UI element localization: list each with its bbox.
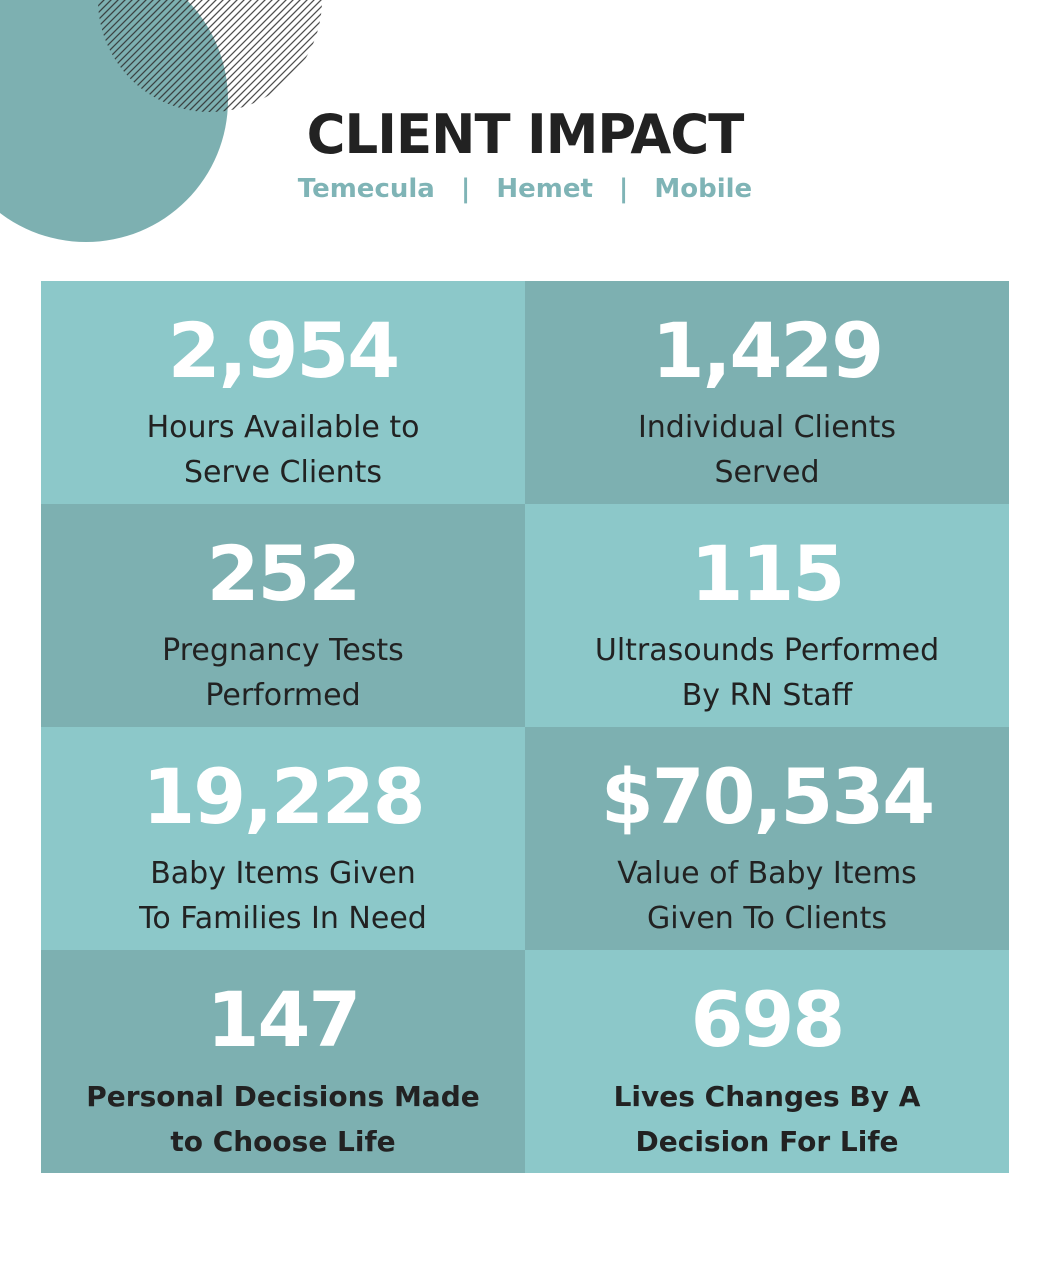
stat-label: Value of Baby Items Given To Clients [617,851,917,941]
location-list: Temecula | Hemet | Mobile [0,176,1050,202]
stat-tile-pregnancy-tests: 252 Pregnancy Tests Performed [41,504,525,727]
stat-label-line: Decision For Life [635,1125,899,1158]
stat-label-line: Pregnancy Tests [162,633,404,668]
location-hemet: Hemet [496,174,593,204]
stat-label-line: Baby Items Given [150,856,416,891]
stat-value: 2,954 [167,306,400,395]
stat-value: 19,228 [142,752,425,841]
stat-label-line: Performed [205,678,361,713]
stat-value: 115 [690,529,846,618]
stat-label: Hours Available to Serve Clients [147,405,420,495]
stat-label-line: To Families In Need [139,901,427,936]
location-separator: | [460,174,471,204]
location-separator: | [618,174,629,204]
header: CLIENT IMPACT Temecula | Hemet | Mobile [0,103,1050,203]
stat-label: Pregnancy Tests Performed [162,628,404,718]
location-temecula: Temecula [297,174,435,204]
stat-tile-decisions: 147 Personal Decisions Made to Choose Li… [41,950,525,1173]
stat-label-line: Given To Clients [647,901,887,936]
stat-label-line: Hours Available to [146,410,420,445]
stat-label-line: By RN Staff [681,678,853,713]
stat-tile-ultrasounds: 115 Ultrasounds Performed By RN Staff [525,504,1009,727]
stat-label-line: Individual Clients [637,410,897,445]
stat-label-line: Served [714,455,820,490]
stat-label-line: Value of Baby Items [617,856,917,891]
stat-label-line: Serve Clients [183,455,383,490]
stat-label-line: Ultrasounds Performed [594,633,940,668]
location-mobile: Mobile [654,174,753,204]
stat-tile-clients: 1,429 Individual Clients Served [525,281,1009,504]
stats-grid: 2,954 Hours Available to Serve Clients 1… [41,281,1009,1173]
page-title: CLIENT IMPACT [306,103,745,166]
stat-label: Baby Items Given To Families In Need [139,851,427,941]
stat-label-line: Lives Changes By A [613,1080,921,1113]
stat-label: Individual Clients Served [638,405,896,495]
stat-label-line: Personal Decisions Made [86,1080,480,1113]
stat-tile-baby-items-value: $70,534 Value of Baby Items Given To Cli… [525,727,1009,950]
stat-label-line: to Choose Life [170,1125,396,1158]
decorative-circles [0,0,322,242]
stat-value: $70,534 [600,752,935,841]
stat-tile-hours: 2,954 Hours Available to Serve Clients [41,281,525,504]
stat-value: 698 [690,975,846,1064]
teal-circle [0,0,228,242]
stat-label: Lives Changes By A Decision For Life [614,1074,921,1164]
stat-value: 147 [206,975,362,1064]
stat-label: Ultrasounds Performed By RN Staff [595,628,939,718]
stat-value: 252 [206,529,362,618]
stat-label: Personal Decisions Made to Choose Life [86,1074,479,1164]
stat-tile-lives-changed: 698 Lives Changes By A Decision For Life [525,950,1009,1173]
stat-value: 1,429 [651,306,884,395]
stat-tile-baby-items: 19,228 Baby Items Given To Families In N… [41,727,525,950]
